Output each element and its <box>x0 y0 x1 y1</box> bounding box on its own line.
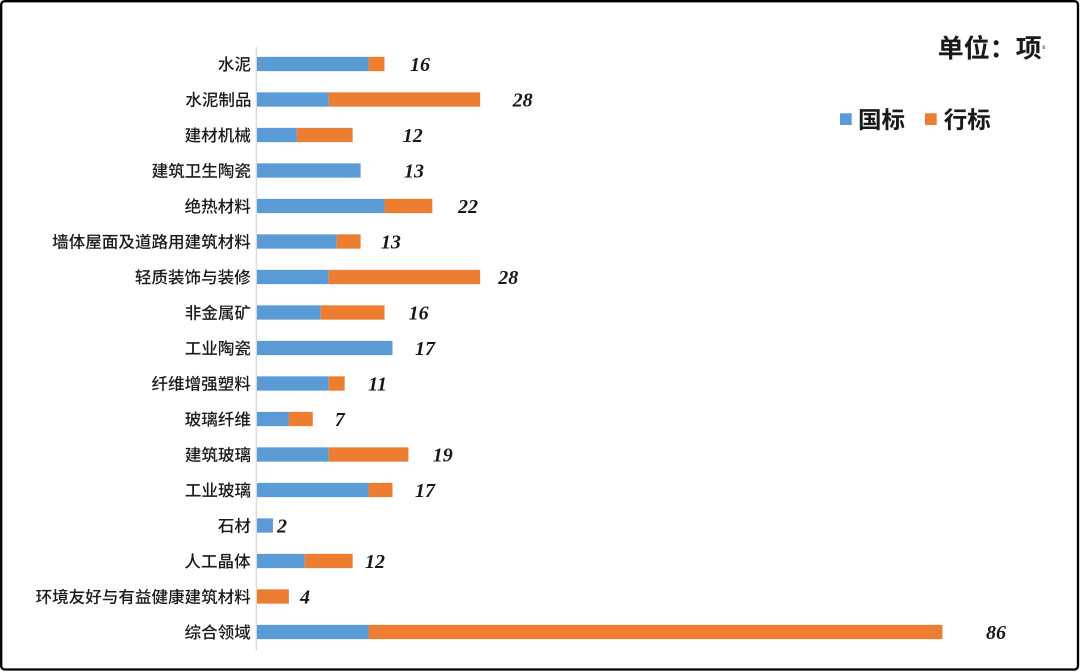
svg-text:28: 28 <box>512 89 533 111</box>
svg-text:17: 17 <box>415 338 436 360</box>
svg-text:86: 86 <box>986 622 1006 644</box>
svg-text:11: 11 <box>368 373 387 395</box>
svg-text:7: 7 <box>335 409 346 431</box>
svg-text:12: 12 <box>403 125 423 147</box>
svg-text:22: 22 <box>457 196 478 218</box>
svg-text:4: 4 <box>299 586 310 608</box>
svg-text:2: 2 <box>276 515 287 537</box>
svg-text:19: 19 <box>433 444 453 466</box>
svg-text:13: 13 <box>404 160 424 182</box>
svg-text:13: 13 <box>381 231 401 253</box>
svg-text:17: 17 <box>415 480 436 502</box>
svg-text:12: 12 <box>365 551 385 573</box>
svg-text:16: 16 <box>410 54 430 76</box>
svg-text:28: 28 <box>497 267 518 289</box>
svg-text:16: 16 <box>409 302 429 324</box>
